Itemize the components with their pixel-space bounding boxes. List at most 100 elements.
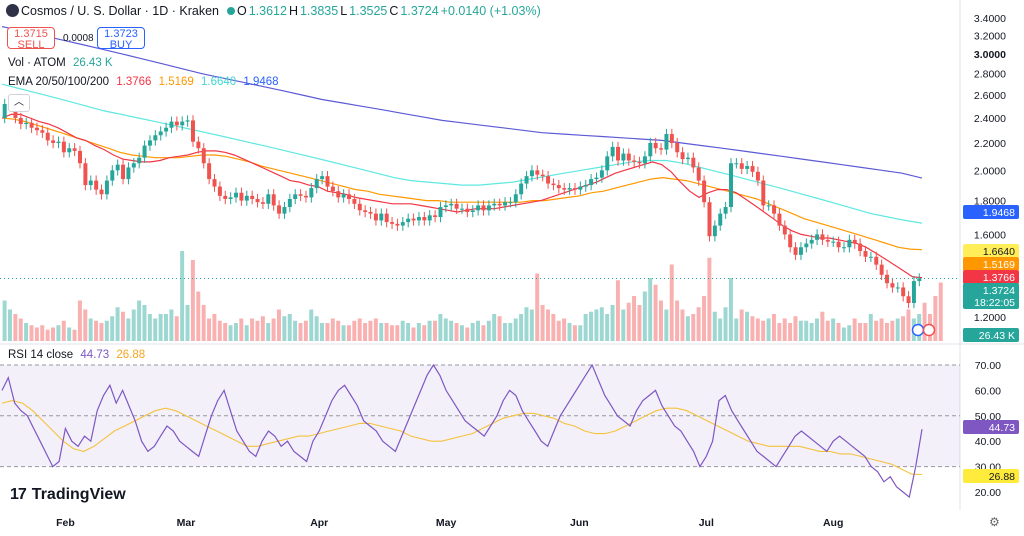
- volume-bar: [373, 318, 378, 341]
- volume-bar: [201, 305, 206, 341]
- time-tick-label: Apr: [310, 517, 328, 529]
- volume-bar: [852, 318, 857, 341]
- chart-header: Cosmos / U. S. Dollar · 1D · Kraken O 1.36…: [6, 4, 543, 18]
- volume-bar: [696, 307, 701, 341]
- sell-button[interactable]: 1.3715 SELL: [7, 27, 55, 51]
- candle-body: [287, 199, 292, 208]
- candle-body: [347, 194, 352, 200]
- volume-bar: [180, 251, 185, 341]
- time-axis: Feb Mar Apr May Jun Jul Aug: [56, 517, 843, 529]
- candle-body: [147, 140, 152, 146]
- candle-body: [83, 163, 88, 186]
- rsi-legend[interactable]: RSI 14 close 44.73 26.88: [8, 349, 145, 361]
- rsi-value: 44.73: [80, 349, 110, 361]
- rsi-lines: [1, 363, 923, 499]
- volume-bar: [126, 318, 131, 341]
- volume-bar: [583, 314, 588, 341]
- ema200-value: 1.9468: [243, 76, 279, 88]
- volume-bar: [320, 323, 325, 341]
- candle-body: [2, 103, 7, 118]
- candle-body: [153, 135, 158, 141]
- volume-bar: [164, 314, 168, 341]
- candle-body: [400, 222, 405, 226]
- rsi-badge: [963, 420, 1019, 434]
- candle-body: [476, 205, 481, 211]
- price-badge: [963, 257, 1019, 271]
- volume-bar: [793, 316, 798, 341]
- volume-bar: [363, 323, 368, 341]
- candle-body: [626, 153, 631, 161]
- volume-legend[interactable]: Vol · ATOM 26.43 K: [8, 57, 113, 69]
- candle-body: [51, 140, 56, 143]
- candle-body: [594, 177, 599, 180]
- candle-body: [696, 167, 701, 181]
- candlesticks: [0, 96, 960, 309]
- candle-body: [78, 150, 83, 164]
- ema100-line: [1, 83, 923, 224]
- volume-bar: [605, 314, 610, 341]
- volume-bar: [293, 320, 298, 341]
- volume-bar: [282, 316, 287, 341]
- candle-body: [578, 186, 583, 190]
- volume-bar: [492, 314, 497, 341]
- volume-bar: [67, 327, 72, 341]
- volume-bar: [56, 325, 61, 341]
- time-tick-label: May: [436, 517, 457, 529]
- candle-body: [223, 195, 228, 200]
- tradingview-logo[interactable]: 17 TradingView: [10, 486, 126, 504]
- volume-bar: [820, 311, 825, 341]
- candle-body: [341, 194, 346, 198]
- volume-bar: [750, 316, 755, 341]
- spread-value: 0.0008: [63, 33, 94, 44]
- candle-body: [664, 133, 669, 150]
- open-value: 1.3612: [248, 4, 287, 18]
- candle-body: [750, 166, 755, 172]
- candle-body: [847, 239, 852, 248]
- volume-bar: [556, 320, 561, 341]
- candle-body: [836, 241, 841, 248]
- rsi-badge: [963, 469, 1019, 483]
- candle-body: [406, 218, 411, 223]
- candle-body: [755, 171, 760, 181]
- volume-bar: [389, 325, 394, 341]
- collapse-legend-button[interactable]: ︿: [8, 94, 30, 112]
- candle-body: [546, 176, 551, 184]
- volume-bar: [798, 320, 803, 341]
- volume-bar: [45, 329, 50, 341]
- candle-body: [277, 205, 282, 214]
- candle-body: [115, 164, 120, 171]
- candle-body: [895, 287, 900, 289]
- ema-legend[interactable]: EMA 20/50/100/200 1.3766 1.5169 1.6640 1…: [8, 76, 279, 88]
- candle-body: [815, 234, 820, 240]
- volume-bar: [470, 323, 475, 341]
- symbol-title[interactable]: Cosmos / U. S. Dollar · 1D · Kraken: [21, 4, 219, 18]
- gear-icon[interactable]: ⚙: [989, 515, 1000, 529]
- candle-body: [40, 130, 45, 133]
- candle-body: [255, 199, 260, 203]
- volume-bar: [524, 307, 529, 341]
- volume-bar: [266, 323, 271, 341]
- volume-label: Vol · ATOM: [8, 57, 66, 69]
- candle-body: [368, 211, 373, 214]
- buy-button[interactable]: 1.3723 BUY: [97, 27, 145, 51]
- volume-bar: [933, 296, 938, 341]
- candle-body: [879, 264, 884, 275]
- candle-body: [556, 185, 561, 189]
- volume-bar: [395, 325, 400, 341]
- volume-bar: [346, 325, 351, 341]
- volume-bar: [416, 323, 421, 341]
- candle-body: [363, 210, 368, 212]
- candle-body: [438, 207, 443, 218]
- volume-bar: [72, 329, 77, 341]
- candle-body: [61, 141, 66, 153]
- candle-body: [110, 170, 115, 181]
- change-value: +0.0140 (+1.03%): [440, 4, 541, 18]
- candle-body: [890, 283, 895, 288]
- candle-body: [56, 141, 61, 143]
- volume-bar: [406, 323, 411, 341]
- volume-bar: [874, 320, 879, 341]
- sell-price: 1.3715: [14, 28, 48, 40]
- volume-bar: [271, 318, 276, 341]
- price-badge: [963, 205, 1019, 219]
